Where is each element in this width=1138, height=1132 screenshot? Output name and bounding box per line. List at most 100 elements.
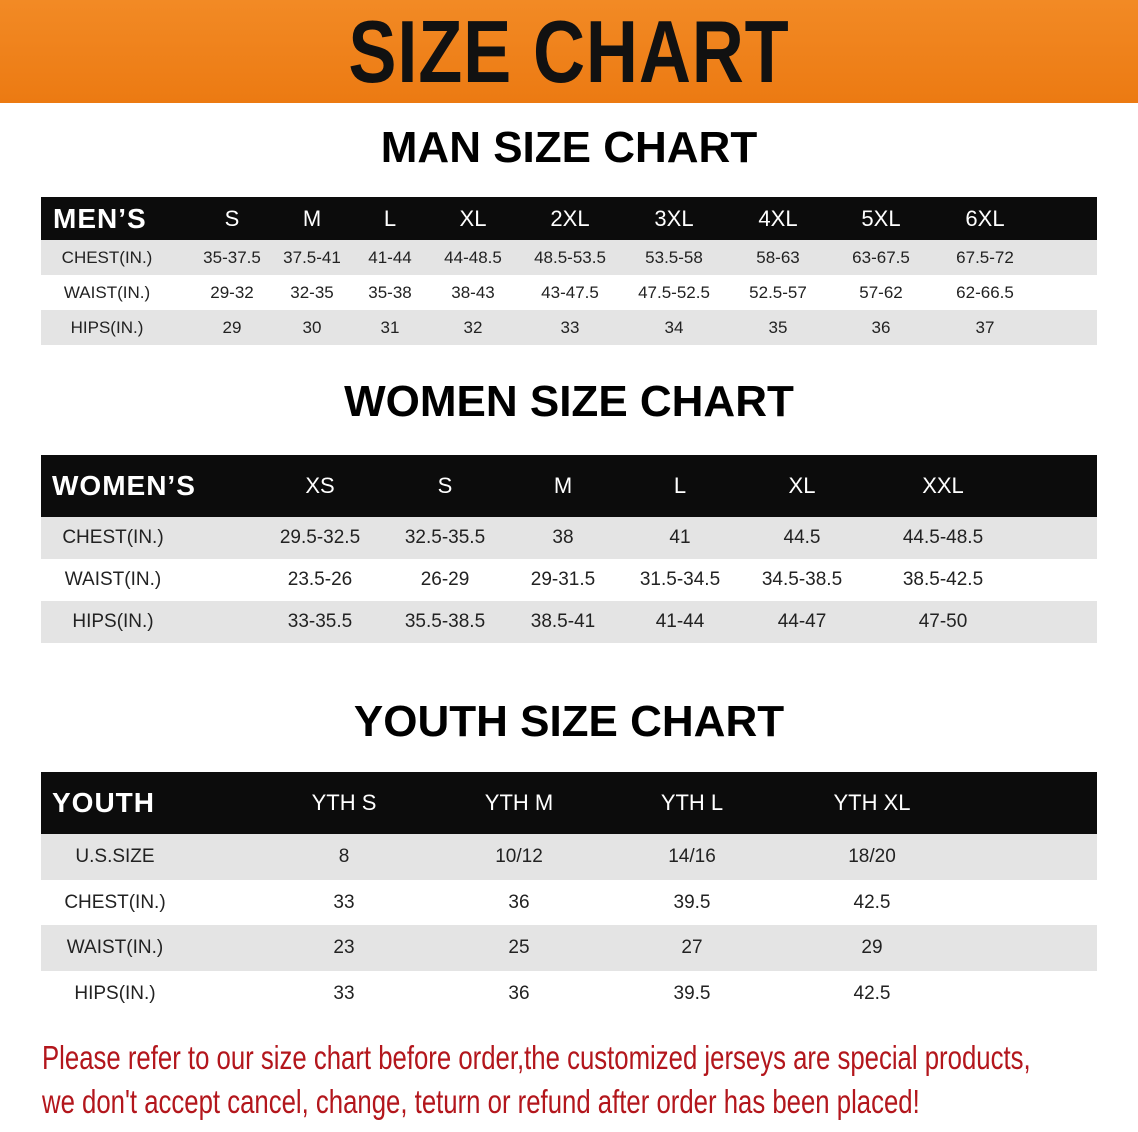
size-header-cell: YTH M bbox=[484, 790, 554, 815]
size-header-cell: S bbox=[224, 205, 240, 231]
table-cell: 32-35 bbox=[290, 282, 334, 302]
table-cell: 36 bbox=[508, 982, 530, 1004]
table-cell: 14/16 bbox=[668, 846, 716, 867]
men-header-row: MEN’S S M L XL 2XL 3XL 4XL 5XL 6XL bbox=[41, 197, 1097, 240]
size-header-cell: XXL bbox=[922, 473, 964, 498]
table-cell: 47-50 bbox=[918, 611, 968, 632]
banner: SIZE CHART bbox=[0, 0, 1138, 103]
size-header-cell: 6XL bbox=[965, 205, 1005, 231]
table-cell: 37 bbox=[975, 317, 995, 337]
table-cell: 23 bbox=[333, 937, 355, 958]
size-header-cell: YTH XL bbox=[833, 790, 911, 815]
table-cell: 41 bbox=[669, 527, 691, 548]
table-cell: 35 bbox=[768, 317, 788, 337]
table-cell: 42.5 bbox=[853, 891, 891, 913]
table-cell: 44.5-48.5 bbox=[902, 527, 984, 548]
policy-note-line-2: we don't accept cancel, change, teturn o… bbox=[42, 1083, 920, 1120]
table-cell: 35-37.5 bbox=[203, 247, 261, 267]
table-cell: 58-63 bbox=[756, 247, 800, 267]
size-header-cell: L bbox=[383, 205, 397, 231]
table-cell: 47.5-52.5 bbox=[638, 282, 710, 302]
size-header-cell: XL bbox=[788, 473, 816, 498]
table-cell: 34.5-38.5 bbox=[761, 569, 843, 590]
table-row: CHEST(IN.) 33 36 39.5 42.5 bbox=[41, 880, 1097, 925]
table-cell: 41-44 bbox=[655, 611, 705, 632]
table-cell: 29-32 bbox=[210, 282, 254, 302]
table-row: WAIST(IN.) 23.5-26 26-29 29-31.5 31.5-34.5 34… bbox=[41, 559, 1097, 601]
policy-note-line-1: Please refer to our size chart before or… bbox=[42, 1039, 1031, 1076]
table-cell: 32.5-35.5 bbox=[404, 527, 486, 548]
table-cell: 33 bbox=[560, 317, 580, 337]
table-cell: 63-67.5 bbox=[852, 247, 910, 267]
table-cell: 67.5-72 bbox=[956, 247, 1014, 267]
table-cell: 38.5-41 bbox=[530, 611, 596, 632]
size-header-cell: XS bbox=[305, 473, 335, 498]
row-label: CHEST(IN.) bbox=[62, 527, 164, 548]
banner-title: SIZE CHART bbox=[348, 2, 790, 101]
table-cell: 44.5 bbox=[783, 527, 821, 548]
table-title-cell: WOMEN’S bbox=[52, 470, 196, 501]
size-header-cell: YTH S bbox=[311, 790, 377, 815]
table-cell: 38-43 bbox=[451, 282, 495, 302]
table-cell: 43-47.5 bbox=[541, 282, 599, 302]
size-header-cell: 2XL bbox=[550, 205, 590, 231]
table-cell: 57-62 bbox=[859, 282, 903, 302]
youth-section-title: YOUTH SIZE CHART bbox=[353, 697, 785, 746]
table-cell: 23.5-26 bbox=[287, 569, 353, 590]
table-row: WAIST(IN.) 29-32 32-35 35-38 38-43 43-47.5 47.… bbox=[41, 275, 1097, 310]
table-cell: 31 bbox=[380, 317, 400, 337]
table-cell: 18/20 bbox=[848, 846, 896, 867]
youth-header-row: YOUTH YTH S YTH M YTH L YTH XL bbox=[41, 772, 1097, 834]
table-cell: 62-66.5 bbox=[956, 282, 1014, 302]
table-cell: 42.5 bbox=[853, 982, 891, 1004]
women-header-row: WOMEN’S XS S M L XL XXL bbox=[41, 455, 1097, 517]
table-cell: 36 bbox=[508, 891, 530, 913]
table-row: WAIST(IN.) 23 25 27 29 bbox=[41, 925, 1097, 971]
row-label: HIPS(IN.) bbox=[74, 982, 156, 1004]
table-title-cell: MEN’S bbox=[53, 202, 147, 234]
table-cell: 39.5 bbox=[673, 891, 711, 913]
women-section-title: WOMEN SIZE CHART bbox=[344, 377, 794, 426]
table-cell: 33-35.5 bbox=[287, 611, 353, 632]
table-cell: 35.5-38.5 bbox=[404, 611, 486, 632]
table-cell: 41-44 bbox=[368, 247, 412, 267]
table-row: CHEST(IN.) 29.5-32.5 32.5-35.5 38 41 44.5 44.5… bbox=[41, 517, 1097, 559]
table-cell: 32 bbox=[463, 317, 483, 337]
table-cell: 29-31.5 bbox=[530, 569, 596, 590]
table-cell: 30 bbox=[302, 317, 322, 337]
table-cell: 52.5-57 bbox=[749, 282, 807, 302]
table-cell: 38.5-42.5 bbox=[902, 569, 984, 590]
table-cell: 34 bbox=[664, 317, 684, 337]
size-header-cell: L bbox=[673, 473, 687, 498]
row-label: CHEST(IN.) bbox=[64, 891, 166, 913]
size-header-cell: XL bbox=[459, 205, 487, 231]
table-cell: 29.5-32.5 bbox=[279, 527, 361, 548]
table-cell: 39.5 bbox=[673, 982, 711, 1004]
table-cell: 8 bbox=[338, 846, 350, 867]
row-label: HIPS(IN.) bbox=[72, 611, 154, 632]
size-header-cell: YTH L bbox=[660, 790, 724, 815]
table-cell: 33 bbox=[333, 891, 355, 913]
table-cell: 37.5-41 bbox=[283, 247, 341, 267]
table-row: CHEST(IN.) 35-37.5 37.5-41 41-44 44-48.5 48.5… bbox=[41, 240, 1097, 275]
table-cell: 44-47 bbox=[777, 611, 827, 632]
table-cell: 38 bbox=[552, 527, 574, 548]
men-section-title: MAN SIZE CHART bbox=[380, 123, 758, 172]
row-label: WAIST(IN.) bbox=[66, 937, 164, 958]
size-header-cell: S bbox=[437, 473, 453, 498]
size-header-cell: M bbox=[302, 205, 322, 231]
row-label: U.S.SIZE bbox=[75, 846, 155, 867]
table-cell: 26-29 bbox=[420, 569, 470, 590]
table-row: HIPS(IN.) 29 30 31 32 33 34 35 36 37 bbox=[41, 310, 1097, 345]
row-label: CHEST(IN.) bbox=[61, 247, 153, 267]
table-cell: 10/12 bbox=[495, 846, 543, 867]
table-cell: 33 bbox=[333, 982, 355, 1004]
size-header-cell: 3XL bbox=[654, 205, 694, 231]
table-title-cell: YOUTH bbox=[52, 787, 155, 818]
table-cell: 35-38 bbox=[368, 282, 412, 302]
table-cell: 36 bbox=[871, 317, 891, 337]
table-cell: 25 bbox=[508, 937, 530, 958]
table-cell: 44-48.5 bbox=[444, 247, 502, 267]
table-cell: 53.5-58 bbox=[645, 247, 703, 267]
table-cell: 29 bbox=[222, 317, 242, 337]
